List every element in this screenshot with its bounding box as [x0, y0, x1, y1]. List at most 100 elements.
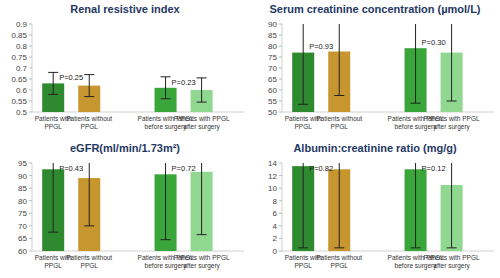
y-tick — [279, 68, 282, 69]
y-tick — [29, 225, 32, 226]
label-line: before surgery — [395, 123, 438, 131]
y-tick-label: 0.9 — [16, 20, 28, 29]
error-stem — [339, 24, 340, 96]
y-tick — [29, 57, 32, 58]
error-cap — [447, 247, 457, 248]
y-tick-label: 0.55 — [11, 97, 27, 106]
y-tick-label: 0.85 — [11, 31, 27, 40]
error-bar — [411, 163, 421, 248]
error-bar — [84, 163, 94, 226]
y-tick-label: 60 — [18, 247, 27, 256]
error-cap — [411, 247, 421, 248]
error-cap — [334, 247, 344, 248]
error-cap — [197, 102, 207, 103]
label-line: Patients without — [316, 254, 362, 261]
label-line: Patients with PPGL — [174, 115, 230, 122]
label-line: Patients with PPGL — [424, 115, 480, 122]
error-cap — [411, 103, 421, 104]
y-tick-label: 85 — [268, 31, 277, 40]
label-line: Patients without — [66, 115, 112, 122]
y-tick — [29, 79, 32, 80]
y-tick — [279, 46, 282, 47]
annotation: P=0.30 — [422, 38, 446, 47]
y-tick — [29, 251, 32, 252]
y-tick-label: 0.7 — [16, 64, 28, 73]
y-tick — [279, 90, 282, 91]
error-stem — [53, 163, 54, 232]
y-tick-label: 0.75 — [11, 53, 27, 62]
error-cap — [84, 74, 94, 75]
error-cap — [197, 77, 207, 78]
y-tick — [279, 79, 282, 80]
error-cap — [298, 247, 308, 248]
label-line: PPGL — [81, 262, 99, 269]
annotation: P=0.43 — [59, 164, 83, 173]
y-tick — [279, 163, 282, 164]
error-bar — [447, 163, 457, 248]
error-bar — [48, 163, 58, 232]
y-tick-label: 90 — [268, 20, 277, 29]
category-label: Patients withoutPPGL — [316, 254, 362, 269]
error-cap — [334, 95, 344, 96]
y-tick-label: 8 — [273, 197, 278, 206]
category-label: Patients with PPGLafter surgery — [174, 115, 230, 131]
y-tick — [279, 24, 282, 25]
panel: eGFR(ml/min/1.73m²)6065707580859095Patie… — [18, 106, 244, 270]
y-tick-label: 70 — [18, 222, 27, 231]
error-stem — [339, 163, 340, 248]
annotation: P=0.93 — [309, 42, 333, 51]
annotation: P=0.25 — [59, 73, 83, 82]
y-tick-label: 12 — [268, 172, 277, 181]
error-bar — [298, 24, 308, 104]
error-bar — [197, 163, 207, 235]
panel: Renal resistive index0.50.550.60.650.70.… — [11, 3, 244, 131]
y-tick — [279, 225, 282, 226]
y-tick — [29, 46, 32, 47]
y-tick-label: 55 — [268, 97, 277, 106]
label-line: Patients with PPGL — [424, 254, 480, 261]
y-tick-label: 0.8 — [16, 42, 28, 51]
y-tick — [279, 200, 282, 201]
y-tick — [29, 200, 32, 201]
annotation: P=0.12 — [422, 164, 446, 173]
error-bar — [84, 75, 94, 97]
panel: Serum creatinine concentration (µmol/L) 5… — [268, 0, 494, 131]
error-stem — [201, 78, 202, 102]
y-tick — [29, 112, 32, 113]
title: Serum creatinine concentration (µmol/L) — [269, 3, 480, 15]
error-cap — [447, 101, 457, 102]
error-bar — [161, 163, 171, 240]
label-line: PPGL — [81, 123, 99, 130]
error-cap — [84, 225, 94, 226]
y-tick — [29, 213, 32, 214]
y-tick — [29, 163, 32, 164]
y-tick-label: 80 — [268, 42, 277, 51]
label-line: after surgery — [183, 262, 220, 270]
y-tick — [279, 35, 282, 36]
label-line: PPGL — [331, 123, 349, 130]
y-tick-label: 2 — [273, 234, 278, 243]
category-label: Patients with PPGLafter surgery — [424, 115, 480, 131]
label-line: Patients without — [66, 254, 112, 261]
y-tick — [29, 24, 32, 25]
y-tick-label: 10 — [268, 184, 277, 193]
error-stem — [53, 72, 54, 94]
error-stem — [165, 77, 166, 99]
annotation: P=0.23 — [172, 78, 196, 87]
y-tick — [29, 175, 32, 176]
error-cap — [48, 232, 58, 233]
error-stem — [89, 75, 90, 97]
y-tick — [29, 35, 32, 36]
y-tick — [279, 213, 282, 214]
y-tick-label: 95 — [18, 159, 27, 168]
figure: Renal resistive index0.50.550.60.650.70.… — [0, 0, 500, 278]
label-line: before surgery — [145, 262, 188, 270]
label-line: after surgery — [433, 262, 470, 270]
label-line: PPGL — [45, 262, 63, 269]
y-tick — [29, 101, 32, 102]
category-label: Patients withoutPPGL — [316, 115, 362, 130]
annotation: P=0.72 — [172, 164, 196, 173]
error-bar — [48, 72, 58, 94]
y-tick — [279, 175, 282, 176]
marks — [292, 163, 462, 251]
